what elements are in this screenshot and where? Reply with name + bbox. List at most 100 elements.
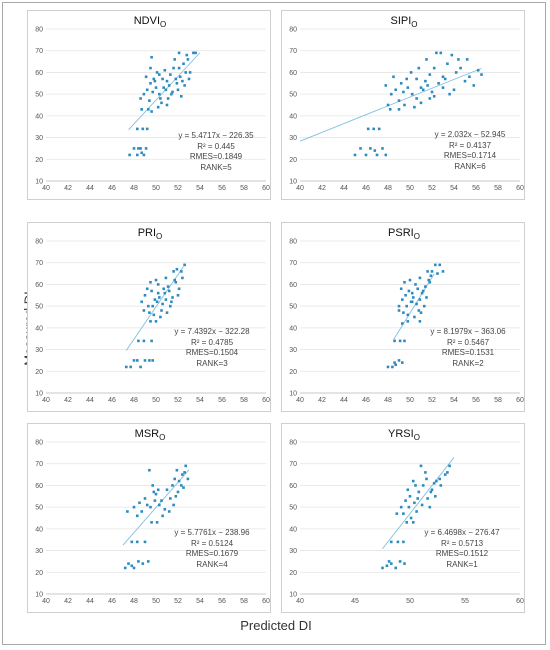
data-point <box>415 302 418 306</box>
y-tick-label: 10 <box>35 391 43 398</box>
x-tick-label: 50 <box>406 185 414 192</box>
data-point <box>182 62 185 66</box>
data-point <box>138 501 141 505</box>
data-point <box>398 339 402 343</box>
data-point <box>169 73 172 76</box>
y-tick-label: 30 <box>289 548 297 555</box>
data-point <box>188 71 192 74</box>
scatter-panel-ndvi: 10 20 30 40 50 60 70 80 40 42 44 46 48 50 52 54 56 58 60 N… <box>27 10 271 200</box>
data-point <box>443 473 447 476</box>
y-tick-label: 50 <box>289 92 297 99</box>
data-point <box>421 88 425 92</box>
data-point <box>145 287 149 291</box>
y-tick-label: 60 <box>289 70 297 77</box>
y-tick-label: 70 <box>35 260 43 267</box>
x-tick-label: 52 <box>174 397 182 404</box>
data-point <box>428 73 432 76</box>
data-point <box>140 510 143 513</box>
data-point <box>177 66 181 70</box>
data-point <box>399 505 403 509</box>
data-point <box>426 84 429 87</box>
data-point <box>164 88 168 92</box>
data-point <box>140 300 143 304</box>
data-point <box>175 81 179 85</box>
data-point <box>413 105 416 109</box>
data-point <box>421 484 425 487</box>
data-point <box>369 147 372 150</box>
r-squared: R² = 0.5467 <box>446 337 490 347</box>
trendline <box>299 67 482 142</box>
data-point <box>150 289 153 293</box>
data-point <box>425 296 428 299</box>
data-point <box>186 58 190 61</box>
data-point <box>435 479 438 483</box>
data-point <box>139 365 142 369</box>
x-tick-label: 45 <box>351 598 359 605</box>
data-point <box>430 488 434 492</box>
y-tick-label: 20 <box>289 570 297 577</box>
data-point <box>394 88 397 92</box>
y-tick-label: 30 <box>35 347 43 354</box>
data-point <box>136 127 139 131</box>
data-point <box>386 103 390 107</box>
scatter-plot-svg: 10 20 30 40 50 60 70 80 40 42 44 46 48 50 52 54 56 58 60 <box>35 239 270 405</box>
data-point <box>409 71 413 74</box>
data-point <box>384 153 388 157</box>
data-point <box>173 278 176 282</box>
data-point <box>409 516 413 520</box>
data-point <box>476 68 480 72</box>
x-tick-label: 42 <box>64 185 72 192</box>
data-point <box>438 263 441 267</box>
data-point <box>409 300 413 304</box>
data-point <box>436 272 439 275</box>
r-squared: R² = 0.5124 <box>190 538 234 548</box>
data-point <box>439 484 443 487</box>
data-point <box>151 90 154 94</box>
x-tick-label: 48 <box>384 185 392 192</box>
data-point <box>171 90 174 94</box>
data-point <box>407 289 411 293</box>
x-tick-label: 52 <box>428 397 436 404</box>
x-tick-label: 54 <box>196 397 204 404</box>
data-point <box>412 296 415 299</box>
data-point <box>180 270 183 273</box>
data-point <box>417 309 421 312</box>
x-tick-label: 42 <box>64 598 72 605</box>
data-point <box>401 298 404 301</box>
trendline <box>128 52 201 131</box>
data-point <box>177 51 181 55</box>
data-point <box>129 365 132 369</box>
y-tick-label: 70 <box>289 260 297 267</box>
y-tick-label: 40 <box>35 526 43 533</box>
data-point <box>143 540 147 544</box>
y-tick-label: 70 <box>289 461 297 468</box>
regression-equation: y = 5.7761x − 238.96 <box>174 528 250 537</box>
data-point <box>415 97 418 100</box>
data-point <box>148 99 151 102</box>
data-point <box>441 270 445 273</box>
x-tick-label: 58 <box>240 185 248 192</box>
data-point <box>156 488 160 492</box>
data-point <box>174 77 178 81</box>
data-point <box>148 468 151 472</box>
data-point <box>181 79 184 83</box>
x-tick-label: 54 <box>196 598 204 605</box>
panel-title: SIPIO <box>390 15 418 30</box>
data-point <box>158 73 161 76</box>
data-point <box>438 477 441 481</box>
x-tick-label: 40 <box>42 598 50 605</box>
data-point <box>136 514 139 518</box>
regression-stats: y = 5.4717x − 226.35 R² = 0.445 RMES=0.1… <box>168 131 264 173</box>
data-point <box>130 540 134 544</box>
data-point <box>163 68 167 72</box>
data-point <box>181 473 184 476</box>
data-point <box>159 315 162 319</box>
data-point <box>416 287 419 291</box>
data-point <box>180 484 183 487</box>
data-point <box>407 505 411 509</box>
data-point <box>149 320 152 323</box>
data-point <box>182 486 185 489</box>
data-point <box>373 149 377 152</box>
r-squared: R² = 0.445 <box>197 141 235 151</box>
data-point <box>184 71 187 74</box>
